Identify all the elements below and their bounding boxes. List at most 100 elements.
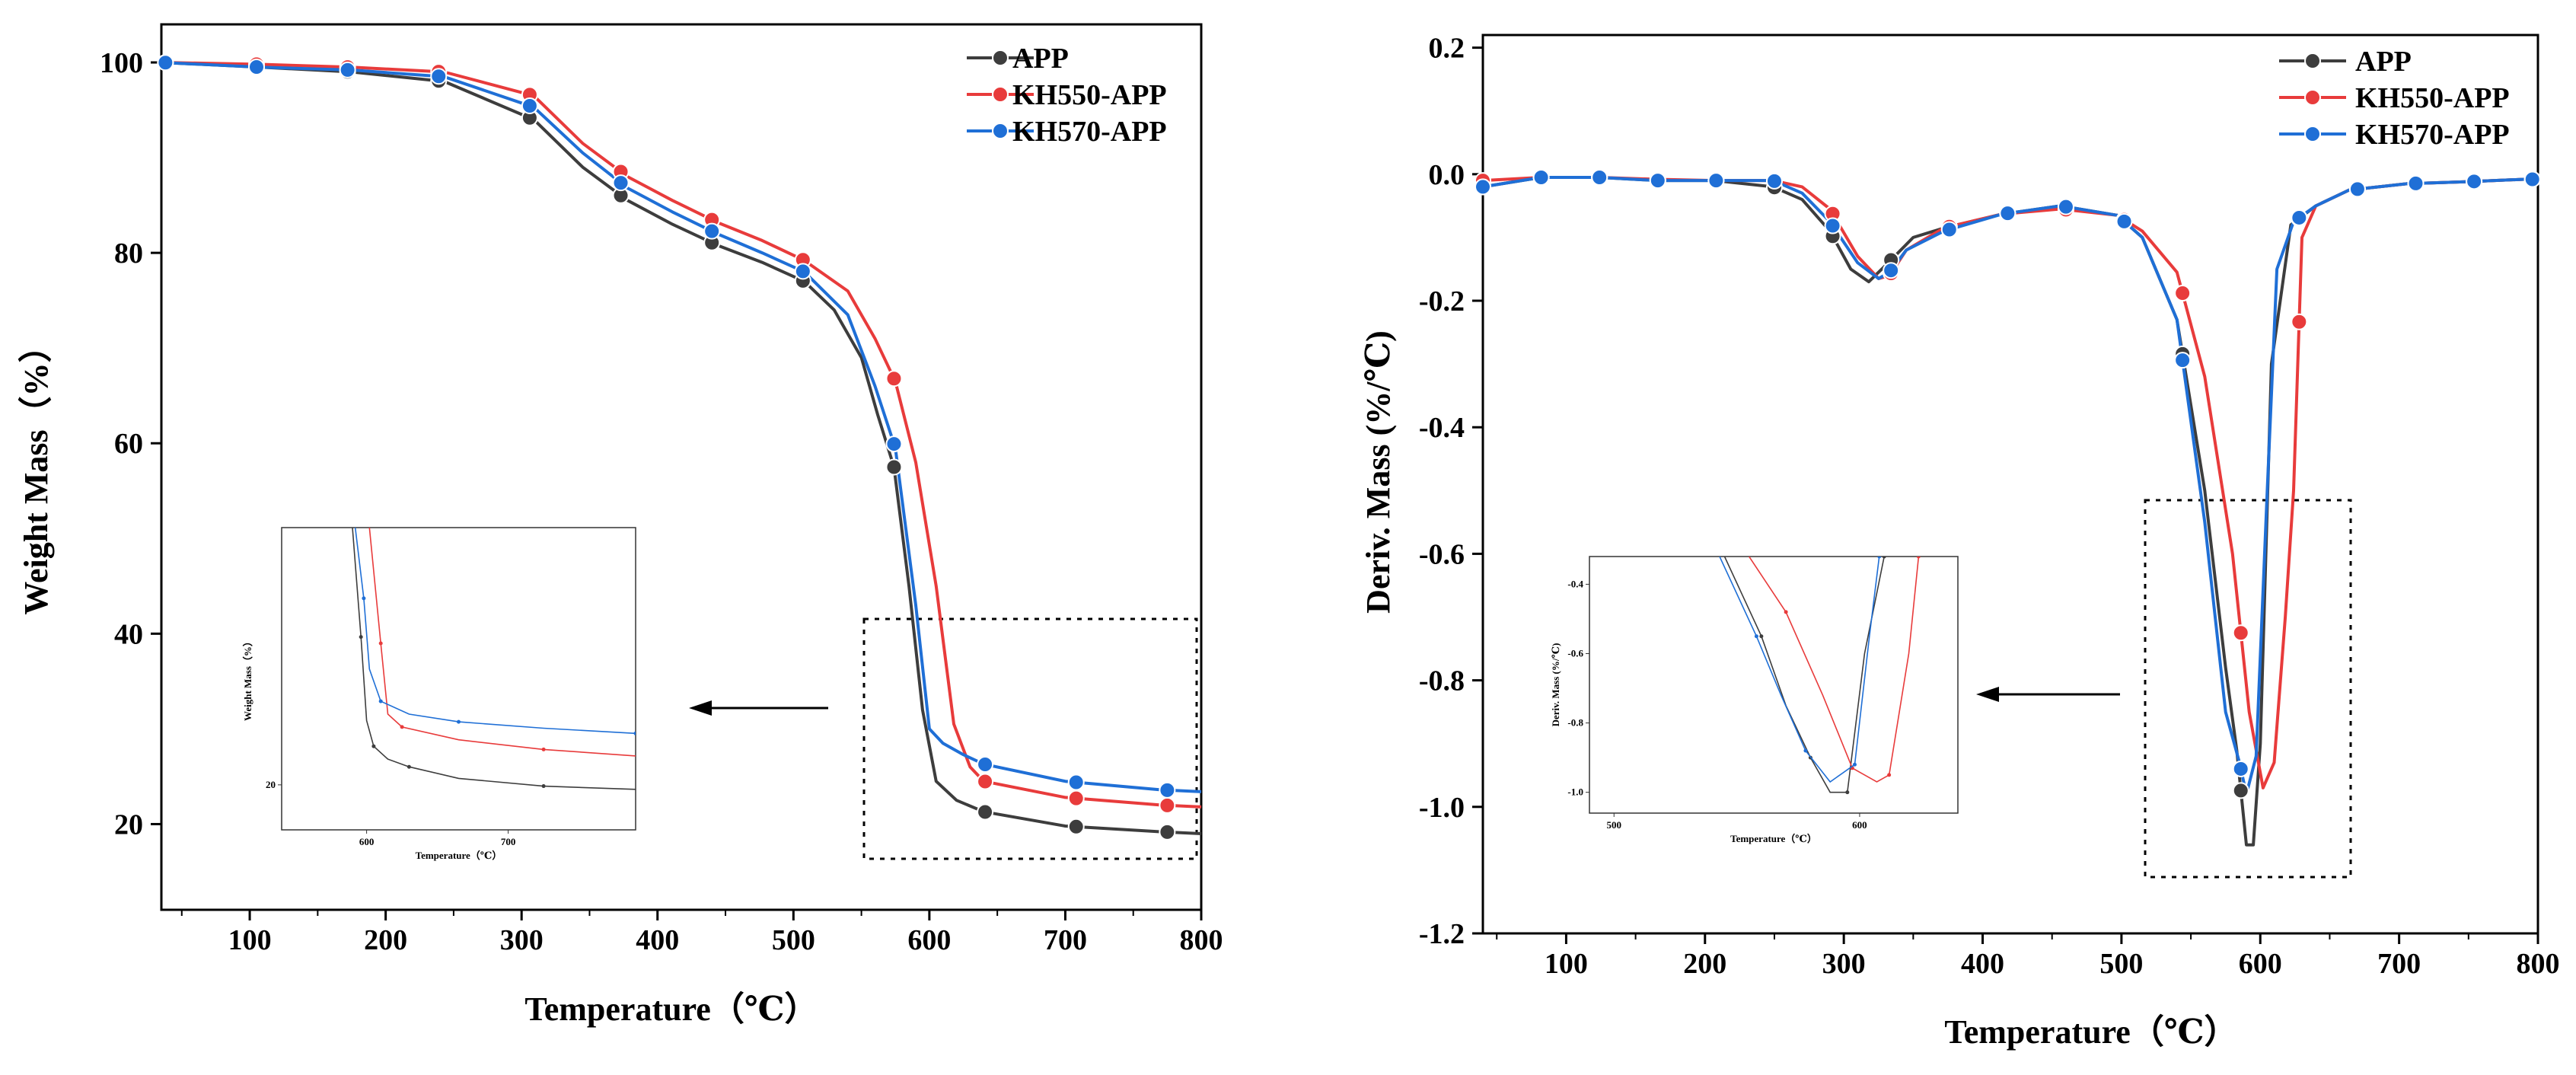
tga-data-point (977, 773, 994, 790)
dtg-data-point (1824, 217, 1841, 234)
dtg-zoom-region-box (2144, 499, 2352, 879)
dtg-inset-x-tick-label: 500 (1607, 819, 1622, 831)
tga-plot-frame (160, 23, 1203, 911)
dtg-inset-data-point (1759, 634, 1764, 639)
dtg-inset-y-tick-label: -0.4 (1567, 578, 1583, 589)
dtg-inset-chart: 500 600 -1.0 -0.8 -0.6 -0.4 Temperature（℃） Deri… (1550, 556, 1959, 844)
dtg-data-point (2174, 285, 2192, 302)
dtg-data-point (2523, 171, 2541, 188)
tga-legend-label: KH570-APP (1012, 116, 1167, 148)
dtg-legend-marker (2304, 53, 2321, 69)
dtg-inset-y-tick-label: -0.6 (1567, 648, 1583, 659)
tga-inset-data-point (400, 725, 404, 729)
tga-inset-chart: 600 700 20 Temperature（℃） Weight Mass（%） (242, 527, 636, 861)
dtg-data-point (2115, 212, 2133, 230)
dtg-inset-y-tick-label: -1.0 (1567, 786, 1583, 798)
tga-legend-label: APP (1012, 43, 1069, 75)
dtg-zoom-arrow-head (1976, 687, 1999, 702)
tga-x-tick-label: 500 (772, 924, 815, 956)
dtg-y-tick-label: 0.2 (1429, 33, 1465, 65)
tga-legend-marker (992, 49, 1009, 66)
dtg-inset-data-point (1916, 557, 1921, 559)
dtg-x-tick-label: 100 (1545, 948, 1588, 980)
tga-y-tick-label: 60 (114, 428, 143, 460)
tga-inset-data-point (541, 747, 546, 751)
dtg-inset-data-point (1882, 557, 1886, 559)
dtg-x-axis-title: Temperature（℃） (1944, 1013, 2237, 1051)
tga-x-axis-title: Temperature（℃） (524, 990, 818, 1028)
tga-data-point (977, 803, 994, 821)
tga-inset-data-point (541, 784, 546, 789)
dtg-x-tick-label: 800 (2517, 948, 2560, 980)
tga-data-point (885, 435, 903, 453)
dtg-inset-frame (1589, 556, 1959, 814)
tga-data-point (1067, 790, 1085, 807)
tga-data-point (885, 370, 903, 388)
tga-weight-chart: Temperature（℃） Weight Mass（%） 100 200 300 4… (18, 23, 1223, 1028)
tga-inset-data-point (406, 764, 411, 769)
dtg-y-tick-label: -0.2 (1419, 285, 1465, 317)
dtg-plot-frame (1481, 33, 2539, 935)
dtg-inset-series-line-app (1723, 557, 1885, 793)
dtg-deriv-chart: Temperature（℃） Deriv. Mass (%/℃) 100 200 3… (1360, 33, 2560, 1051)
dtg-data-point (2291, 313, 2308, 330)
tga-inset-data-point (457, 719, 461, 724)
dtg-inset-data-point (1754, 634, 1758, 639)
dtg-data-point (1883, 262, 1900, 279)
dtg-inset-data-point (1845, 790, 1850, 795)
tga-inset-x-tick-label: 600 (359, 836, 375, 847)
tga-zoom-region-box (862, 617, 1198, 860)
dtg-inset-data-point (1887, 773, 1892, 777)
tga-y-axis-title: Weight Mass（%） (18, 329, 55, 614)
tga-inset-series-line-kh570-app (354, 528, 636, 735)
tga-inset-data-point (633, 731, 636, 735)
tga-data-point (1067, 818, 1085, 835)
dtg-inset-data-point (1877, 557, 1882, 559)
dtg-legend-label: KH550-APP (2355, 82, 2510, 114)
tga-data-point (703, 222, 721, 240)
tga-x-tick-label: 800 (1180, 924, 1223, 956)
tga-data-point (885, 458, 903, 476)
tga-inset-frame (281, 527, 636, 831)
dtg-inset-x-axis-title: Temperature（℃） (1730, 833, 1817, 844)
tga-legend-label: KH550-APP (1012, 79, 1167, 111)
tga-x-tick-label: 100 (228, 924, 272, 956)
tga-y-tick-label: 20 (114, 809, 143, 841)
dtg-y-tick-label: -1.2 (1419, 918, 1465, 950)
dtg-y-tick-label: -0.4 (1419, 412, 1465, 444)
dtg-data-point (1999, 205, 2016, 222)
dtg-data-point (2174, 352, 2192, 369)
dtg-x-tick-label: 600 (2239, 948, 2282, 980)
dtg-x-tick-label: 200 (1683, 948, 1726, 980)
dtg-inset-series-line-kh570-app (1719, 557, 1880, 783)
tga-data-point (430, 68, 448, 85)
dtg-data-point (2232, 782, 2249, 799)
dtg-legend-label: APP (2355, 46, 2412, 78)
tga-data-point (247, 59, 265, 76)
tga-legend-marker (992, 86, 1009, 103)
tga-inset-data-point (378, 641, 383, 646)
tga-data-point (1067, 774, 1085, 791)
dtg-data-point (1532, 168, 1550, 186)
tga-data-point (1159, 781, 1176, 799)
dtg-inset-series-line-kh550-app (1749, 557, 1920, 783)
dtg-inset-y-axis-title: Deriv. Mass (%/℃) (1550, 643, 1561, 727)
tga-series-line-kh550-app (161, 61, 1202, 809)
dtg-data-point (2466, 173, 2483, 190)
tga-inset-x-axis-title: Temperature（℃） (416, 850, 502, 861)
tga-inset-x-tick-label: 700 (501, 836, 516, 847)
tga-inset-y-tick-label: 20 (266, 779, 276, 790)
tga-x-tick-label: 400 (636, 924, 679, 956)
tga-inset-y-axis-title: Weight Mass（%） (242, 636, 253, 721)
tga-x-tick-label: 200 (364, 924, 407, 956)
tga-legend-marker (992, 123, 1009, 139)
tga-x-tick-label: 300 (500, 924, 544, 956)
dtg-inset-data-point (1803, 748, 1808, 753)
dtg-x-tick-label: 700 (2377, 948, 2421, 980)
dtg-y-tick-label: -0.8 (1419, 665, 1465, 697)
tga-y-tick-label: 100 (100, 47, 143, 79)
dtg-inset-x-tick-label: 600 (1852, 819, 1867, 831)
dtg-y-tick-label: -0.6 (1419, 538, 1465, 570)
tga-series-line-kh570-app (161, 61, 1202, 793)
